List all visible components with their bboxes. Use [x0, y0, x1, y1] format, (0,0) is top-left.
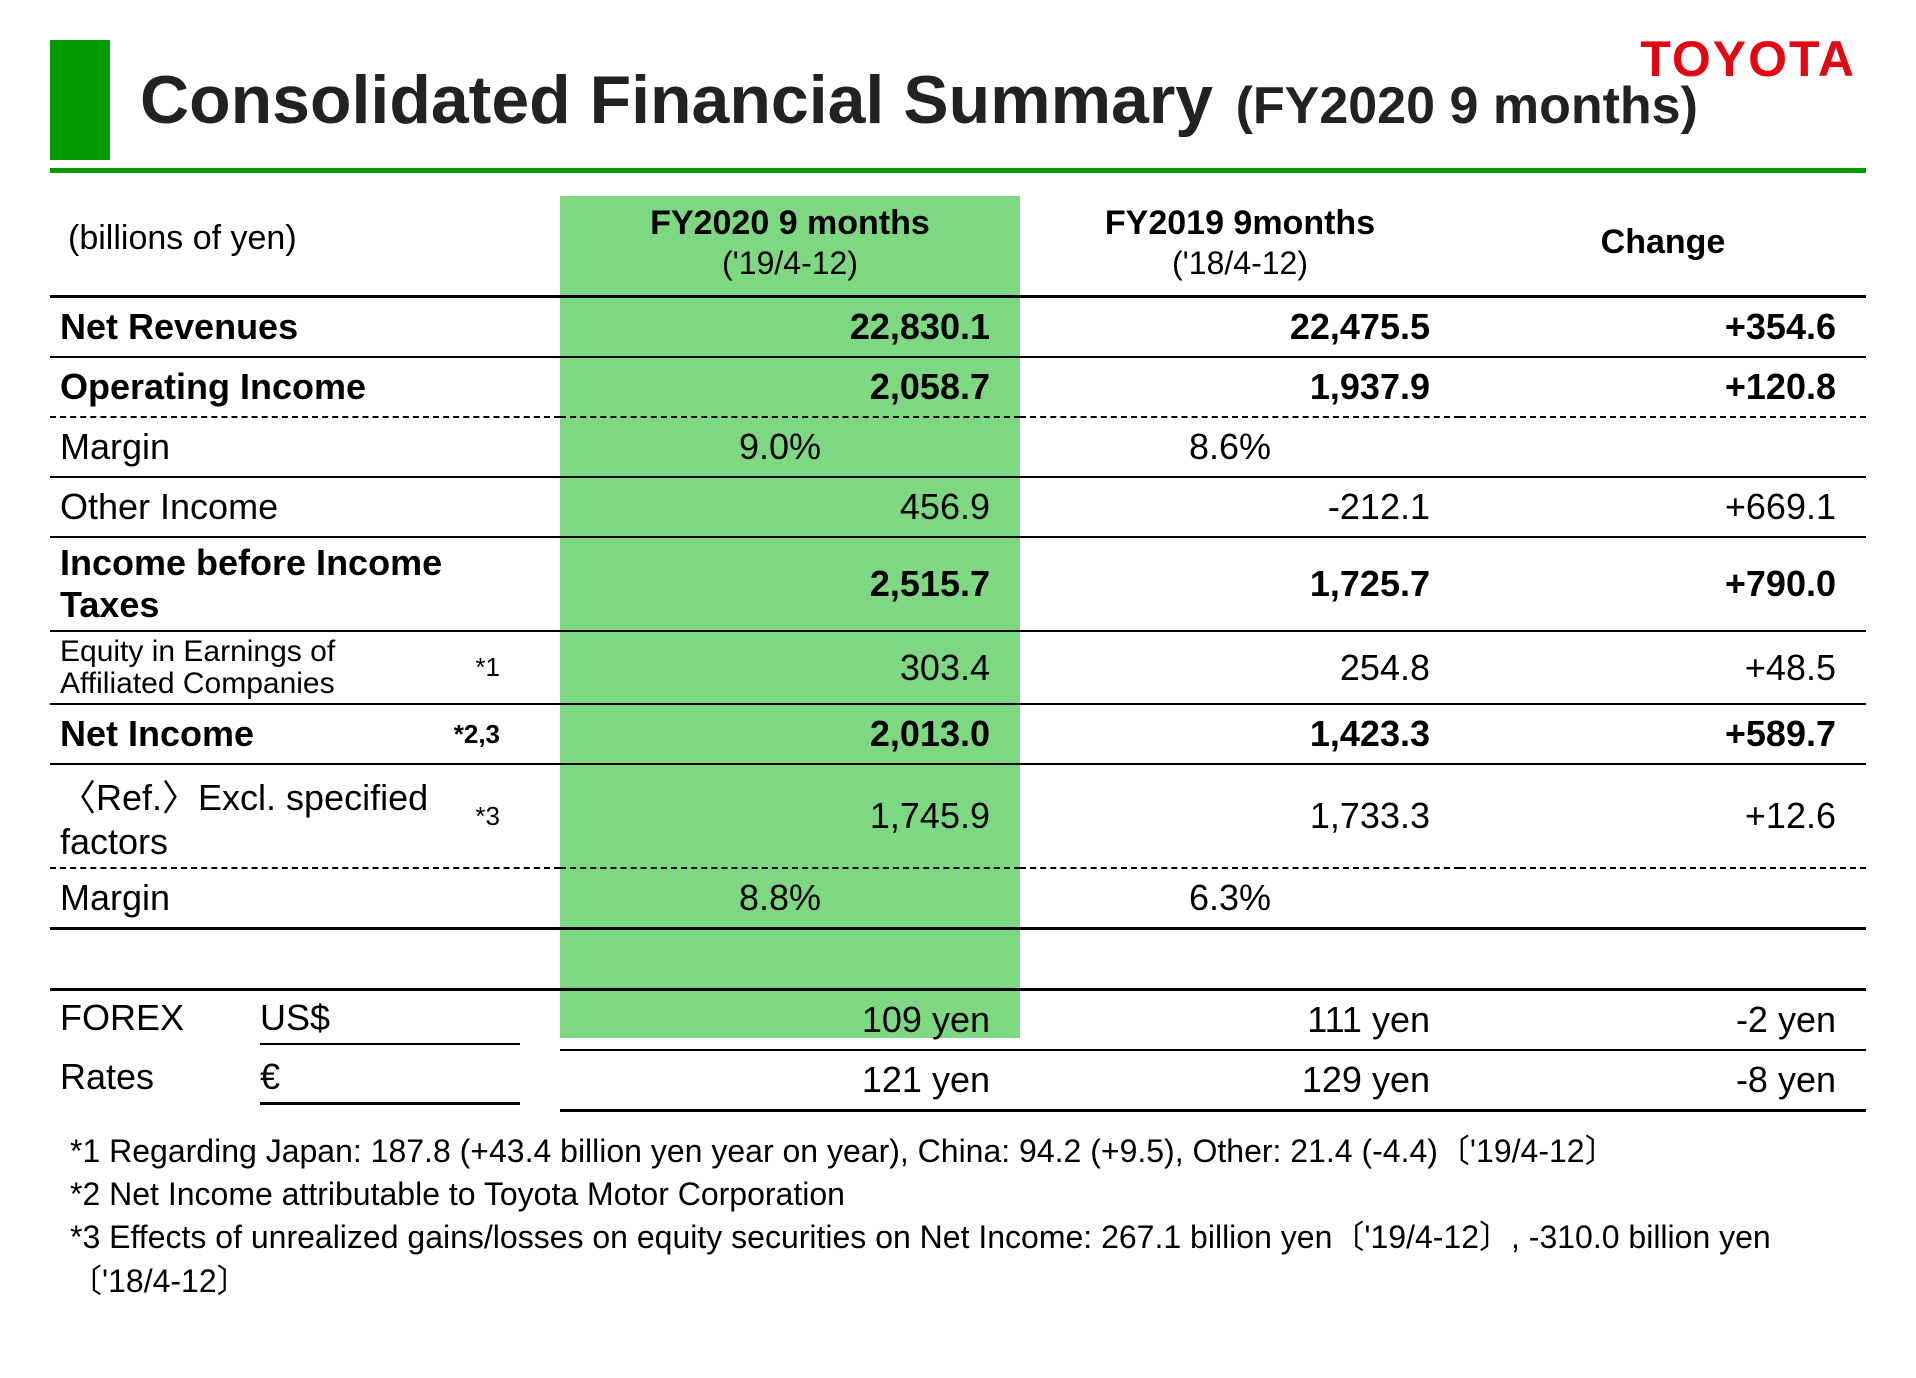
- slide-page: TOYOTA Consolidated Financial Summary (F…: [0, 0, 1916, 1378]
- title-row: Consolidated Financial Summary (FY2020 9…: [50, 40, 1866, 160]
- header-fy19-line1: FY2019 9months: [1105, 204, 1375, 242]
- title-sub: (FY2020 9 months): [1236, 77, 1698, 135]
- forex-cell-fy19: 111 yen: [1020, 990, 1460, 1051]
- footnote-line: *2 Net Income attributable to Toyota Mot…: [70, 1173, 1866, 1216]
- footnotes: *1 Regarding Japan: 187.8 (+43.4 billion…: [50, 1130, 1866, 1303]
- cell-chg: +120.8: [1460, 357, 1866, 417]
- row-label: Margin: [50, 417, 560, 477]
- cell-fy19: 254.8: [1020, 631, 1460, 704]
- cell-fy19: 1,423.3: [1020, 704, 1460, 764]
- forex-cell-chg: -8 yen: [1460, 1050, 1866, 1111]
- table-container: (billions of yen) FY2020 9 months ('19/4…: [50, 191, 1866, 1112]
- cell-chg: +48.5: [1460, 631, 1866, 704]
- financial-table: FY2020 9 months ('19/4-12) FY2019 9month…: [50, 191, 1866, 1112]
- row-label: Net Income*2,3: [50, 704, 560, 764]
- header-fy20: FY2020 9 months ('19/4-12): [560, 191, 1020, 297]
- row-label: Other Income: [50, 477, 560, 537]
- cell-chg: +354.6: [1460, 297, 1866, 358]
- cell-chg: +589.7: [1460, 704, 1866, 764]
- cell-fy19: 22,475.5: [1020, 297, 1460, 358]
- cell-chg: +12.6: [1460, 764, 1866, 868]
- header-empty: [50, 191, 560, 297]
- cell-fy19: 6.3%: [1020, 868, 1460, 929]
- cell-chg: +790.0: [1460, 537, 1866, 631]
- cell-chg: [1460, 868, 1866, 929]
- footnote-mark: *2,3: [454, 719, 530, 750]
- header-fy20-line2: ('19/4-12): [564, 245, 1016, 282]
- title-underline: [50, 168, 1866, 173]
- brand-logo-text: TOYOTA: [1640, 30, 1856, 88]
- table-row: Net Income*2,32,013.01,423.3+589.7: [50, 704, 1866, 764]
- row-label: 〈Ref.〉Excl. specified factors*3: [50, 764, 560, 868]
- table-row: Margin8.8%6.3%: [50, 868, 1866, 929]
- table-header-row: FY2020 9 months ('19/4-12) FY2019 9month…: [50, 191, 1866, 297]
- cell-fy19: -212.1: [1020, 477, 1460, 537]
- row-label: Net Revenues: [50, 297, 560, 358]
- title-main: Consolidated Financial Summary: [140, 62, 1213, 138]
- table-row: Net Revenues22,830.122,475.5+354.6: [50, 297, 1866, 358]
- row-label: Operating Income: [50, 357, 560, 417]
- forex-cell-fy20: 109 yen: [560, 990, 1020, 1051]
- forex-row: Rates€121 yen129 yen-8 yen: [50, 1050, 1866, 1111]
- title-accent-block: [50, 40, 110, 160]
- cell-fy19: 1,937.9: [1020, 357, 1460, 417]
- table-row: Operating Income2,058.71,937.9+120.8: [50, 357, 1866, 417]
- header-fy20-line1: FY2020 9 months: [650, 204, 930, 242]
- cell-fy20: 1,745.9: [560, 764, 1020, 868]
- header-fy19-line2: ('18/4-12): [1024, 245, 1456, 282]
- table-row: Income before Income Taxes2,515.71,725.7…: [50, 537, 1866, 631]
- cell-fy19: 1,725.7: [1020, 537, 1460, 631]
- cell-fy20: 9.0%: [560, 417, 1020, 477]
- table-row: Margin9.0%8.6%: [50, 417, 1866, 477]
- forex-currency: US$: [260, 997, 520, 1045]
- footnote-line: *1 Regarding Japan: 187.8 (+43.4 billion…: [70, 1130, 1866, 1173]
- table-row: 〈Ref.〉Excl. specified factors*31,745.91,…: [50, 764, 1866, 868]
- cell-fy19: 1,733.3: [1020, 764, 1460, 868]
- cell-chg: [1460, 417, 1866, 477]
- cell-fy20: 2,515.7: [560, 537, 1020, 631]
- cell-chg: +669.1: [1460, 477, 1866, 537]
- footnote-mark: *1: [475, 652, 530, 683]
- header-change: Change: [1460, 191, 1866, 297]
- table-row: Other Income456.9-212.1+669.1: [50, 477, 1866, 537]
- forex-cell-chg: -2 yen: [1460, 990, 1866, 1051]
- footnote-line: *3 Effects of unrealized gains/losses on…: [70, 1216, 1866, 1302]
- cell-fy20: 456.9: [560, 477, 1020, 537]
- forex-group-label-2: Rates€: [50, 1050, 560, 1111]
- cell-fy20: 2,058.7: [560, 357, 1020, 417]
- row-label: Equity in Earnings of Affiliated Compani…: [50, 631, 560, 704]
- row-label: Margin: [50, 868, 560, 929]
- cell-fy20: 22,830.1: [560, 297, 1020, 358]
- forex-cell-fy20: 121 yen: [560, 1050, 1020, 1111]
- forex-cell-fy19: 129 yen: [1020, 1050, 1460, 1111]
- forex-group-label-1: FOREXUS$: [50, 990, 560, 1051]
- table-row: Equity in Earnings of Affiliated Compani…: [50, 631, 1866, 704]
- page-title: Consolidated Financial Summary (FY2020 9…: [140, 61, 1698, 139]
- row-label: Income before Income Taxes: [50, 537, 560, 631]
- cell-fy20: 303.4: [560, 631, 1020, 704]
- footnote-mark: *3: [475, 801, 530, 832]
- cell-fy19: 8.6%: [1020, 417, 1460, 477]
- forex-currency: €: [260, 1056, 520, 1105]
- forex-row: FOREXUS$109 yen111 yen-2 yen: [50, 990, 1866, 1051]
- header-fy19: FY2019 9months ('18/4-12): [1020, 191, 1460, 297]
- cell-fy20: 8.8%: [560, 868, 1020, 929]
- cell-fy20: 2,013.0: [560, 704, 1020, 764]
